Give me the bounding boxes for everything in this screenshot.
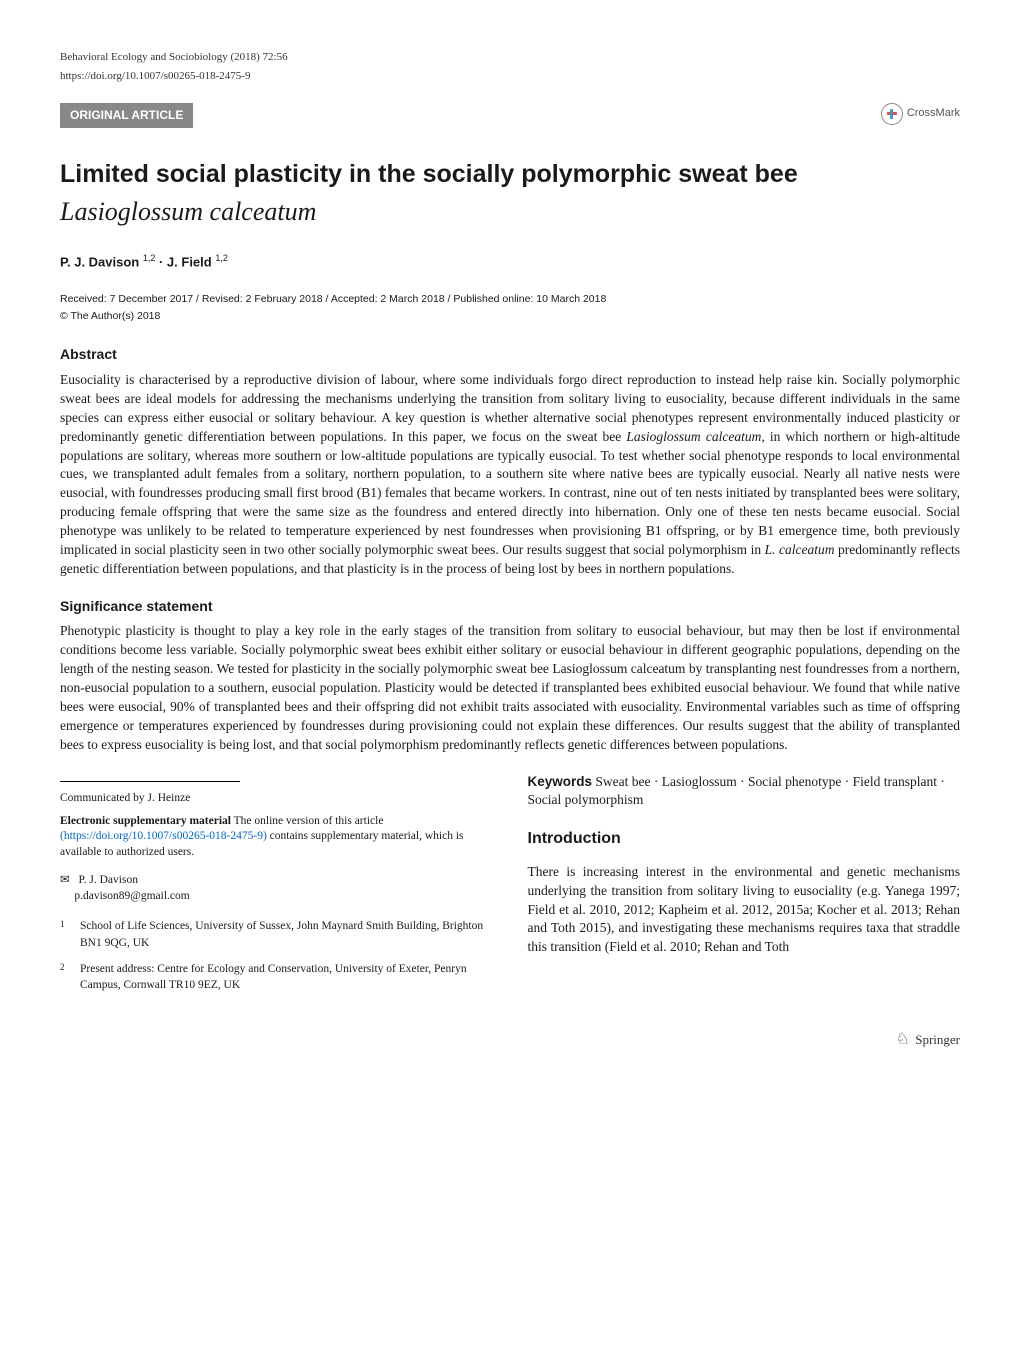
left-column: Communicated by J. Heinze Electronic sup… [60,773,493,1003]
publisher-name: Springer [915,1032,960,1047]
supplementary-label: Electronic supplementary material [60,815,231,827]
article-type-row: ORIGINAL ARTICLE CrossMark [60,103,960,128]
journal-doi: https://doi.org/10.1007/s00265-018-2475-… [60,69,960,84]
introduction-text: There is increasing interest in the envi… [528,863,961,957]
article-dates: Received: 7 December 2017 / Revised: 2 F… [60,292,960,307]
affiliation-2: 2 Present address: Centre for Ecology an… [60,961,493,993]
crossmark-badge[interactable]: CrossMark [881,103,960,125]
abstract-heading: Abstract [60,345,960,365]
supplementary-link[interactable]: (https://doi.org/10.1007/s00265-018-2475… [60,830,267,842]
copyright: © The Author(s) 2018 [60,309,960,324]
divider [60,781,240,782]
crossmark-icon [881,103,903,125]
communicated-by: Communicated by J. Heinze [60,790,493,806]
affiliation-num-2: 2 [60,961,80,993]
affiliation-text-2: Present address: Centre for Ecology and … [80,961,493,993]
springer-icon: ♘ [896,1029,910,1051]
supplementary-material: Electronic supplementary material The on… [60,814,493,861]
introduction-heading: Introduction [528,828,961,850]
article-type-label: ORIGINAL ARTICLE [60,103,193,128]
abstract-text: Eusociality is characterised by a reprod… [60,371,960,579]
corresponding-email: p.davison89@gmail.com [74,890,189,902]
article-title-line1: Limited social plasticity in the sociall… [60,158,960,191]
corresponding-name: P. J. Davison [79,874,138,886]
two-column-layout: Communicated by J. Heinze Electronic sup… [60,773,960,1003]
affiliation-num-1: 1 [60,918,80,950]
keywords: Keywords Sweat bee · Lasioglossum · Soci… [528,773,961,811]
envelope-icon: ✉ [60,872,70,888]
authors: P. J. Davison 1,2 · J. Field 1,2 [60,252,960,272]
journal-citation: Behavioral Ecology and Sociobiology (201… [60,50,960,65]
right-column: Keywords Sweat bee · Lasioglossum · Soci… [528,773,961,1003]
affiliation-text-1: School of Life Sciences, University of S… [80,918,493,950]
keywords-label: Keywords [528,774,593,789]
crossmark-label: CrossMark [907,106,960,121]
significance-heading: Significance statement [60,597,960,617]
corresponding-author: ✉ P. J. Davison p.davison89@gmail.com [60,872,493,904]
article-title-species: Lasioglossum calceatum [60,194,960,230]
affiliation-1: 1 School of Life Sciences, University of… [60,918,493,950]
significance-text: Phenotypic plasticity is thought to play… [60,622,960,754]
publisher-logo: ♘ Springer [60,1029,960,1051]
supplementary-text1: The online version of this article [234,815,384,827]
